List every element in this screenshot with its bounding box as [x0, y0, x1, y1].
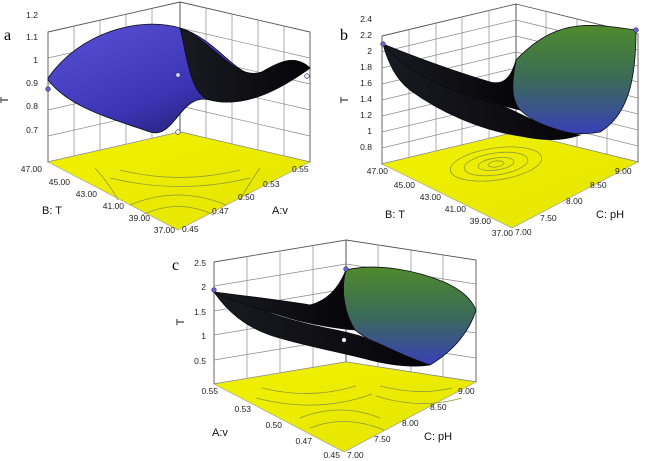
design-point-marker [211, 287, 217, 293]
z-tick-label: 1.6 [360, 78, 372, 88]
y-tick-label: 0.55 [201, 386, 218, 396]
chart-panel-c: 0.5 1 1.5 2 2.5 T 0.55 0.53 0.50 0.47 0.… [172, 239, 477, 460]
x-tick-label: 0.55 [292, 164, 309, 174]
y-tick-label: 45.00 [49, 177, 71, 187]
y-tick-label: 45.00 [394, 180, 416, 190]
z-tick-label: 2.4 [360, 14, 372, 24]
design-point-marker [175, 129, 181, 135]
x-tick-label: 0.45 [182, 224, 199, 234]
panel-c-label: c [172, 257, 179, 274]
x-tick-label: 0.50 [238, 192, 255, 202]
panel-b-y-axis-label: B: T [385, 209, 405, 221]
y-tick-label: 0.50 [265, 420, 282, 430]
z-tick-label: 1 [367, 126, 372, 136]
panel-a-label: a [4, 27, 11, 44]
y-tick-label: 0.45 [323, 450, 340, 460]
z-tick-label: 1.2 [26, 10, 38, 20]
y-tick-label: 43.00 [420, 192, 442, 202]
z-tick-label: 0.8 [26, 101, 38, 111]
x-tick-label: 7.00 [347, 450, 364, 460]
panel-b-contour-floor [381, 131, 639, 229]
panel-a-y-axis-label: B: T [42, 205, 62, 217]
panel-c-contours [255, 385, 463, 431]
panel-c-x-axis-label: C: pH [424, 431, 452, 443]
design-point-marker [633, 27, 639, 33]
panel-c-x-ticks: 7.00 7.50 8.00 8.50 9.00 [347, 386, 475, 460]
panel-b-x-axis-label: C: pH [596, 209, 624, 221]
z-tick-label: 0.9 [26, 78, 38, 88]
panel-a-contour-floor [47, 131, 311, 231]
panel-c-z-ticks: 0.5 1 1.5 2 2.5 [194, 258, 206, 366]
y-tick-label: 37.00 [492, 228, 514, 238]
y-tick-label: 0.53 [234, 404, 251, 414]
design-point-marker [304, 73, 310, 79]
y-tick-label: 39.00 [470, 216, 492, 226]
panel-a-contours [94, 167, 261, 216]
z-tick-label: 1.4 [360, 94, 372, 104]
panel-b-contours [449, 146, 543, 182]
panel-a-x-axis-label: A:v [272, 205, 288, 217]
z-tick-label: 2 [201, 282, 206, 292]
x-tick-label: 7.00 [515, 227, 532, 237]
panel-c-y-ticks: 0.55 0.53 0.50 0.47 0.45 [201, 386, 340, 460]
y-tick-label: 41.00 [103, 201, 125, 211]
z-tick-label: 1.2 [360, 110, 372, 120]
x-tick-label: 8.00 [566, 196, 583, 206]
z-tick-label: 1 [201, 331, 206, 341]
panel-a-z-axis-label: T [0, 96, 11, 103]
y-tick-label: 47.00 [21, 164, 43, 174]
panel-c-contour-floor [213, 361, 477, 453]
z-tick-label: 1 [33, 55, 38, 65]
panel-b-x-ticks: 7.00 7.50 8.00 8.50 9.00 [515, 166, 632, 237]
design-point-marker [341, 337, 347, 343]
panel-a-x-ticks: 0.45 0.47 0.50 0.53 0.55 [182, 164, 309, 234]
x-tick-label: 7.50 [540, 213, 557, 223]
z-tick-label: 1.8 [360, 62, 372, 72]
z-tick-label: 0.7 [26, 125, 38, 135]
panel-b-z-axis-label: T [339, 96, 351, 103]
chart-panel-a: 0.7 0.8 0.9 1 1.1 1.2 T 47.00 45.00 43.0… [0, 1, 311, 235]
panel-a-y-ticks: 47.00 45.00 43.00 41.00 39.00 37.00 [21, 164, 176, 235]
x-tick-label: 8.00 [402, 418, 419, 428]
panel-a-design-points [45, 72, 310, 135]
panel-b-label: b [340, 27, 348, 44]
x-tick-label: 0.53 [263, 179, 280, 189]
x-tick-label: 9.00 [458, 386, 475, 396]
panel-b-z-ticks: 0.8 1 1.2 1.4 1.6 1.8 2 2.2 2.4 [360, 14, 372, 152]
x-tick-label: 9.00 [615, 166, 632, 176]
x-tick-label: 8.50 [590, 180, 607, 190]
design-point-marker [343, 266, 349, 272]
x-tick-label: 0.47 [212, 206, 229, 216]
chart-panel-b: 0.8 1 1.2 1.4 1.6 1.8 2 2.2 2.4 T 47.00 … [339, 3, 639, 238]
y-tick-label: 0.47 [295, 436, 312, 446]
y-tick-label: 41.00 [445, 204, 467, 214]
panel-c-design-points [211, 266, 349, 343]
design-point-marker [380, 41, 386, 47]
y-tick-label: 39.00 [129, 213, 151, 223]
z-tick-label: 0.5 [194, 356, 206, 366]
panel-a-surface [47, 23, 311, 134]
y-tick-label: 43.00 [76, 189, 98, 199]
x-tick-label: 8.50 [430, 402, 447, 412]
design-point-marker [175, 72, 181, 78]
z-tick-label: 2.2 [360, 30, 372, 40]
y-tick-label: 47.00 [367, 166, 389, 176]
z-tick-label: 0.8 [360, 142, 372, 152]
panel-b-design-points [380, 27, 639, 47]
panel-c-surface [213, 266, 477, 367]
design-point-marker [45, 86, 51, 92]
z-tick-label: 2 [367, 46, 372, 56]
z-tick-label: 2.5 [194, 258, 206, 268]
panel-a-z-ticks: 0.7 0.8 0.9 1 1.1 1.2 [26, 10, 38, 135]
x-tick-label: 7.50 [374, 434, 391, 444]
panel-c-z-axis-label: T [175, 318, 187, 325]
panel-c-y-axis-label: A:v [212, 427, 228, 439]
z-tick-label: 1.1 [26, 32, 38, 42]
panel-b-y-ticks: 47.00 45.00 43.00 41.00 39.00 37.00 [367, 166, 514, 238]
z-tick-label: 1.5 [194, 307, 206, 317]
y-tick-label: 37.00 [154, 225, 176, 235]
panel-b-surface [382, 25, 637, 141]
